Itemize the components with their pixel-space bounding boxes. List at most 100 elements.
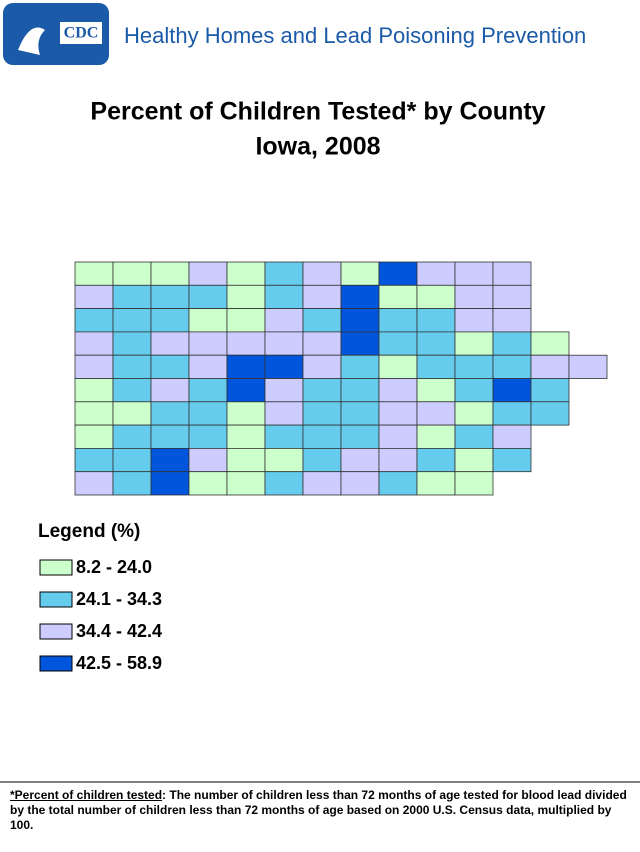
county <box>492 354 532 379</box>
county <box>568 354 608 379</box>
county <box>112 284 152 309</box>
map-subtitle: Iowa, 2008 <box>255 133 380 161</box>
logo-text: CDC <box>64 25 99 42</box>
county <box>492 284 532 309</box>
county <box>302 308 342 333</box>
county <box>302 261 342 286</box>
county <box>226 424 266 449</box>
map-title: Percent of Children Tested* by County <box>90 98 545 126</box>
county <box>416 331 456 356</box>
county <box>340 378 380 403</box>
county <box>150 447 190 473</box>
county <box>492 378 532 403</box>
county <box>74 331 114 356</box>
county <box>416 354 456 379</box>
legend-label: 34.4 - 42.4 <box>76 621 162 641</box>
county <box>340 401 380 426</box>
logo-plate <box>60 22 102 44</box>
county <box>188 261 228 286</box>
county <box>74 308 114 333</box>
county <box>454 447 494 473</box>
county <box>530 401 570 426</box>
footnote-box: *Percent of children tested: The number … <box>10 788 627 832</box>
county <box>530 378 570 403</box>
county <box>74 471 114 496</box>
county <box>112 424 152 449</box>
county <box>264 354 304 379</box>
county <box>150 378 190 403</box>
county <box>150 471 190 496</box>
legend-swatch <box>39 591 73 608</box>
county <box>378 424 418 449</box>
county <box>188 447 228 473</box>
county <box>340 261 380 286</box>
county <box>112 331 152 356</box>
county <box>188 284 228 309</box>
county <box>454 284 494 309</box>
county <box>492 401 532 426</box>
county <box>302 447 342 473</box>
county <box>226 261 266 286</box>
county <box>112 378 152 403</box>
county <box>378 308 418 333</box>
county <box>226 447 266 473</box>
county <box>112 308 152 333</box>
county <box>378 331 418 356</box>
county <box>264 261 304 286</box>
legend-swatch <box>39 623 73 640</box>
county <box>74 424 114 449</box>
county <box>264 401 304 426</box>
legend: 8.2 - 24.0 24.1 - 34.3 34.4 - 42.4 42.5 - 5… <box>39 557 162 673</box>
county <box>150 331 190 356</box>
county <box>416 378 456 403</box>
county <box>302 354 342 379</box>
county <box>264 378 304 403</box>
county <box>302 378 342 403</box>
county <box>378 284 418 309</box>
legend-swatch <box>39 559 73 576</box>
legend-label: 24.1 - 34.3 <box>76 589 162 609</box>
county <box>226 331 266 356</box>
county <box>454 331 494 356</box>
county <box>226 471 266 496</box>
county <box>74 354 114 379</box>
county <box>188 308 228 333</box>
county <box>454 471 494 496</box>
county <box>492 308 532 333</box>
county <box>454 378 494 403</box>
county <box>302 424 342 449</box>
county <box>188 354 228 379</box>
county <box>302 471 342 496</box>
county <box>492 424 532 449</box>
legend-title: Legend (%) <box>38 521 140 542</box>
county-map <box>74 261 608 496</box>
county <box>378 378 418 403</box>
county <box>264 331 304 356</box>
county <box>416 284 456 309</box>
county <box>340 331 380 356</box>
county <box>530 354 570 379</box>
county <box>74 401 114 426</box>
county <box>378 471 418 496</box>
county <box>416 261 456 286</box>
county <box>264 447 304 473</box>
county <box>150 261 190 286</box>
county <box>416 471 456 496</box>
county <box>74 378 114 403</box>
county <box>112 261 152 286</box>
county <box>264 424 304 449</box>
county <box>264 308 304 333</box>
county <box>302 284 342 309</box>
county <box>112 471 152 496</box>
county <box>454 308 494 333</box>
county <box>150 401 190 426</box>
county <box>226 378 266 403</box>
county <box>112 401 152 426</box>
county <box>188 424 228 449</box>
legend-label: 8.2 - 24.0 <box>76 557 152 577</box>
county <box>454 261 494 286</box>
county <box>416 308 456 333</box>
county <box>416 447 456 473</box>
county <box>340 354 380 379</box>
